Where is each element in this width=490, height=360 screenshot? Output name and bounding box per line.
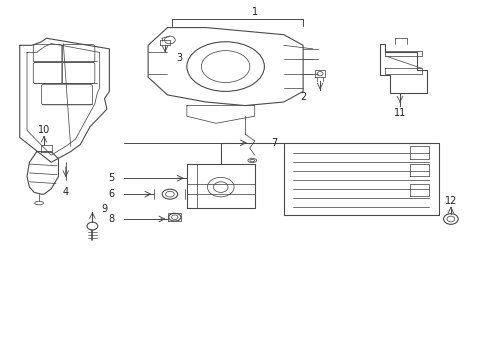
Text: 10: 10 — [38, 125, 50, 135]
Text: 6: 6 — [109, 189, 115, 199]
Text: 7: 7 — [271, 138, 277, 148]
Text: 8: 8 — [109, 214, 115, 224]
Text: 9: 9 — [101, 204, 108, 214]
Text: 2: 2 — [300, 92, 306, 102]
Text: 12: 12 — [445, 196, 457, 206]
Text: 3: 3 — [176, 53, 183, 63]
Text: 1: 1 — [252, 6, 258, 17]
Text: 4: 4 — [63, 188, 69, 197]
Text: 5: 5 — [109, 173, 115, 183]
Text: 11: 11 — [394, 108, 406, 118]
